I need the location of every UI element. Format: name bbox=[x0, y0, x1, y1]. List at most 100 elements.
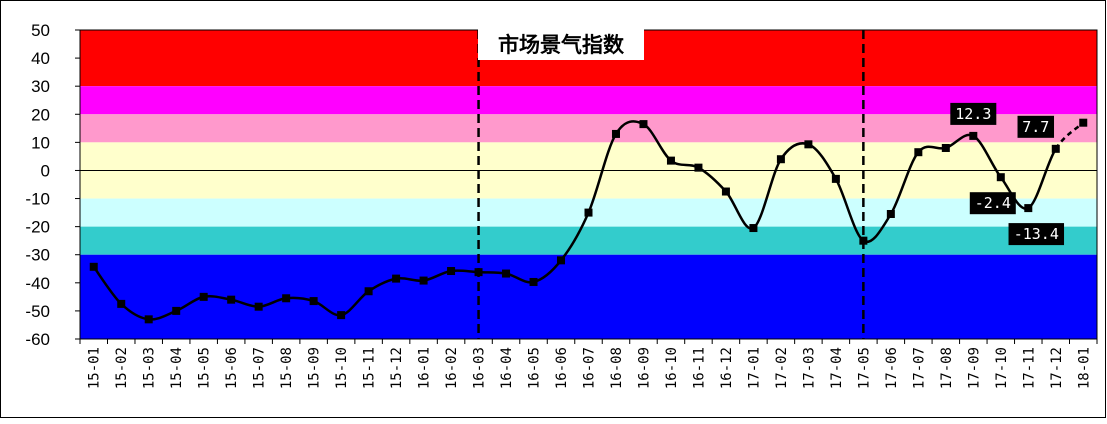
data-point-17-01 bbox=[749, 224, 758, 233]
data-point-16-04 bbox=[502, 269, 511, 278]
x-tick-label: 15-11 bbox=[362, 347, 378, 389]
y-tick-label: 20 bbox=[31, 105, 50, 124]
marker-group bbox=[89, 118, 1088, 324]
data-point-16-12 bbox=[721, 187, 730, 196]
x-tick-label: 17-04 bbox=[829, 347, 845, 389]
x-tick-label: 16-03 bbox=[472, 347, 488, 389]
data-point-17-12 bbox=[1051, 144, 1060, 153]
data-point-15-06 bbox=[227, 295, 236, 304]
data-label-17-10: -2.4 bbox=[975, 194, 1011, 212]
data-label-bg-17-09 bbox=[950, 102, 997, 125]
x-tick-label: 17-08 bbox=[939, 347, 955, 389]
data-point-16-02 bbox=[447, 267, 456, 276]
x-tick-label: 16-01 bbox=[417, 347, 433, 389]
data-label-bg-17-10 bbox=[969, 192, 1016, 215]
data-point-15-03 bbox=[144, 315, 153, 324]
data-point-18-01 bbox=[1079, 118, 1088, 127]
band-6 bbox=[80, 254, 1097, 339]
data-point-17-08 bbox=[941, 143, 950, 152]
y-tick-label: -20 bbox=[25, 218, 50, 237]
y-tick-label: -40 bbox=[25, 274, 50, 293]
data-point-17-11 bbox=[1024, 204, 1033, 213]
x-tick-label: 15-08 bbox=[279, 347, 295, 389]
data-label-17-11: -13.4 bbox=[1014, 225, 1059, 243]
x-tick-label: 17-11 bbox=[1021, 347, 1037, 389]
title-group: 市场景气指数 bbox=[478, 28, 644, 60]
y-tick-label: -30 bbox=[25, 246, 50, 265]
data-point-17-07 bbox=[914, 148, 923, 157]
data-point-16-01 bbox=[419, 276, 428, 285]
x-tick-label: 17-09 bbox=[966, 347, 982, 389]
data-point-16-06 bbox=[557, 256, 566, 265]
x-tick-label: 15-04 bbox=[169, 347, 185, 389]
data-point-16-07 bbox=[584, 208, 593, 217]
annotation-group: 12.3 -2.4-13.4 7.7 bbox=[950, 102, 1065, 246]
data-point-17-03 bbox=[804, 140, 813, 149]
data-point-15-08 bbox=[282, 294, 291, 303]
data-point-17-02 bbox=[776, 155, 785, 164]
data-point-16-08 bbox=[611, 129, 620, 138]
data-point-15-04 bbox=[172, 306, 181, 315]
data-point-16-05 bbox=[529, 277, 538, 286]
data-label-17-12: 7.7 bbox=[1022, 118, 1049, 136]
y-tick-label: 50 bbox=[31, 21, 50, 40]
data-point-17-10 bbox=[996, 173, 1005, 182]
data-point-16-03 bbox=[474, 268, 483, 277]
data-point-16-11 bbox=[694, 163, 703, 172]
x-tick-label: 17-06 bbox=[884, 347, 900, 389]
y-tick-label: -10 bbox=[25, 190, 50, 209]
x-axis: 15-01 15-02 15-03 15-04 15-05 15-06 15-07 15-08… bbox=[87, 347, 1093, 389]
divider-group bbox=[477, 30, 865, 339]
data-label-17-09: 12.3 bbox=[955, 105, 991, 123]
data-point-17-04 bbox=[831, 174, 840, 183]
band-2 bbox=[80, 114, 1097, 143]
x-tick-label: 17-12 bbox=[1049, 347, 1065, 389]
data-point-15-09 bbox=[309, 297, 318, 306]
data-point-15-11 bbox=[364, 287, 373, 296]
data-label-bg-17-12 bbox=[1017, 115, 1055, 138]
data-point-15-05 bbox=[199, 292, 208, 301]
band-5 bbox=[80, 226, 1097, 255]
x-tick-label: 15-10 bbox=[334, 347, 350, 389]
y-tick-label: 30 bbox=[31, 77, 50, 96]
x-tick-label: 17-03 bbox=[801, 347, 817, 389]
x-tick-label: 16-12 bbox=[719, 347, 735, 389]
data-point-15-02 bbox=[117, 299, 126, 308]
data-point-17-09 bbox=[969, 131, 978, 140]
x-tick-label: 17-07 bbox=[911, 347, 927, 389]
data-point-15-10 bbox=[337, 311, 346, 320]
data-label-bg-17-11 bbox=[1008, 223, 1065, 246]
x-tick-label: 15-06 bbox=[224, 347, 240, 389]
x-tick-label: 17-02 bbox=[774, 347, 790, 389]
data-point-17-05 bbox=[859, 236, 868, 245]
data-point-15-01 bbox=[89, 262, 98, 271]
x-tick-label: 17-10 bbox=[994, 347, 1010, 389]
x-tick-label: 16-05 bbox=[527, 347, 543, 389]
x-tick-label: 16-09 bbox=[636, 347, 652, 389]
x-tick-label: 18-01 bbox=[1076, 347, 1092, 389]
x-tick-label: 16-02 bbox=[444, 347, 460, 389]
data-point-17-06 bbox=[886, 209, 895, 218]
x-tick-label: 15-01 bbox=[87, 347, 103, 389]
x-tick-label: 17-01 bbox=[746, 347, 762, 389]
y-tick-label: -50 bbox=[25, 302, 50, 321]
x-tick-label: 15-05 bbox=[197, 347, 213, 389]
data-point-16-09 bbox=[639, 120, 648, 129]
x-tick-label: 16-04 bbox=[499, 347, 515, 389]
y-tick-label: 10 bbox=[31, 133, 50, 152]
x-tick-label: 16-06 bbox=[554, 347, 570, 389]
chart-title-background bbox=[478, 28, 644, 60]
y-tick-label: 0 bbox=[41, 161, 50, 180]
band-group bbox=[80, 30, 1097, 339]
data-point-15-12 bbox=[392, 274, 401, 283]
x-tick-label: 16-11 bbox=[691, 347, 707, 389]
data-point-15-07 bbox=[254, 302, 263, 311]
y-tick-label: -60 bbox=[25, 330, 50, 349]
x-tick-label: 15-03 bbox=[142, 347, 158, 389]
x-tick-label: 15-12 bbox=[389, 347, 405, 389]
band-1 bbox=[80, 86, 1097, 115]
x-tick-label: 15-09 bbox=[307, 347, 323, 389]
y-tick-label: 40 bbox=[31, 49, 50, 68]
